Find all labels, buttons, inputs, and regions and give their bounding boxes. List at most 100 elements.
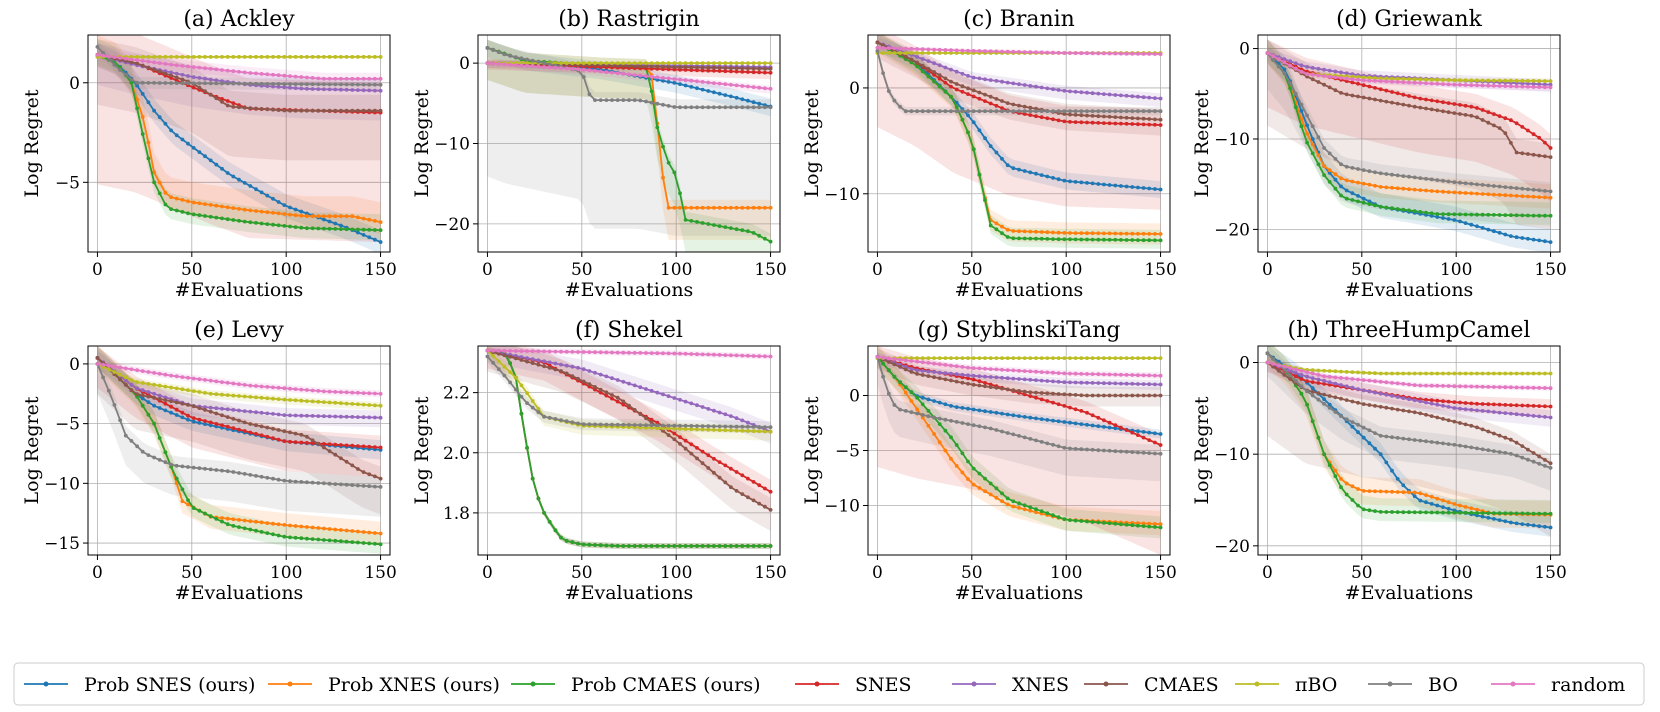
data-point [604, 70, 609, 74]
data-point [1390, 406, 1394, 411]
data-point [1062, 237, 1067, 242]
data-point [180, 198, 185, 202]
data-point [1141, 430, 1146, 434]
data-point [293, 398, 298, 403]
data-point [327, 214, 332, 219]
data-point [271, 521, 275, 526]
data-point [751, 425, 756, 429]
data-point [695, 79, 699, 84]
data-point [1497, 213, 1502, 217]
data-point [920, 360, 925, 365]
x-tick-label: 150 [754, 563, 786, 583]
data-point [949, 48, 953, 53]
legend-item-bo: BO [1368, 674, 1458, 696]
data-point [299, 213, 304, 218]
data-point [265, 434, 270, 439]
data-point [1293, 374, 1298, 379]
data-point [954, 109, 959, 114]
data-point [1079, 356, 1084, 360]
data-point [960, 117, 965, 122]
data-point [1480, 402, 1485, 406]
data-point [627, 544, 631, 548]
data-point [661, 76, 665, 80]
data-point [920, 373, 925, 377]
data-point [1153, 187, 1157, 191]
data-point [208, 467, 213, 472]
data-point [271, 532, 275, 537]
data-point [949, 363, 953, 368]
data-point [135, 83, 140, 88]
data-point [1011, 376, 1016, 381]
data-point [621, 350, 626, 355]
data-point [1051, 356, 1055, 360]
plot-frame [87, 345, 391, 556]
data-point [1401, 92, 1406, 97]
legend-item-cmaes: CMAES [1084, 674, 1219, 696]
data-point [1288, 373, 1292, 378]
data-point [288, 413, 292, 418]
data-point [1531, 404, 1536, 408]
data-point [339, 87, 343, 92]
data-point [943, 402, 948, 407]
data-point [146, 400, 151, 404]
data-point [333, 76, 338, 81]
data-point [943, 371, 948, 375]
data-point [587, 92, 592, 97]
data-point [180, 464, 185, 469]
data-point [1102, 182, 1106, 187]
data-point [1356, 180, 1360, 185]
data-point [1051, 391, 1055, 396]
data-point [1051, 87, 1055, 92]
data-point [1051, 117, 1055, 122]
data-point [1435, 81, 1440, 86]
data-point [378, 240, 383, 244]
data-point [502, 62, 507, 67]
data-point [169, 195, 174, 200]
data-point [1327, 369, 1332, 373]
data-point [666, 426, 671, 431]
data-point [378, 391, 383, 396]
data-point [1407, 397, 1411, 402]
data-point [1424, 383, 1428, 388]
data-point [1124, 184, 1129, 189]
data-point [1022, 389, 1027, 394]
data-point [632, 383, 637, 388]
data-point [1373, 390, 1377, 395]
data-point [672, 205, 677, 210]
data-point [1068, 392, 1072, 397]
data-point [547, 520, 552, 524]
data-point [1514, 371, 1519, 376]
data-point [1090, 372, 1095, 376]
data-point [1045, 174, 1050, 179]
data-point [898, 380, 902, 385]
data-point [344, 390, 349, 395]
data-point [943, 76, 948, 81]
data-point [740, 544, 745, 548]
x-tick-label: 50 [571, 260, 593, 280]
data-point [197, 406, 202, 410]
data-point [1022, 377, 1027, 382]
data-point [763, 236, 767, 241]
data-point [1102, 237, 1106, 242]
data-point [1378, 79, 1383, 83]
data-point [203, 154, 207, 159]
data-point [1537, 82, 1542, 87]
data-point [197, 417, 202, 422]
data-point [237, 471, 241, 475]
data-point [700, 87, 705, 92]
data-point [689, 65, 694, 70]
data-point [373, 403, 377, 408]
data-point [751, 429, 756, 434]
data-point [598, 422, 603, 427]
data-point [310, 76, 315, 80]
data-point [135, 61, 140, 66]
data-point [954, 420, 959, 424]
data-point [265, 385, 270, 389]
data-point [197, 76, 202, 80]
data-point [254, 395, 258, 400]
x-tick-label: 50 [961, 260, 983, 280]
data-point [1531, 511, 1536, 516]
data-point [1034, 369, 1038, 374]
legend-marker [1387, 681, 1393, 687]
band-cmaes [97, 39, 381, 161]
